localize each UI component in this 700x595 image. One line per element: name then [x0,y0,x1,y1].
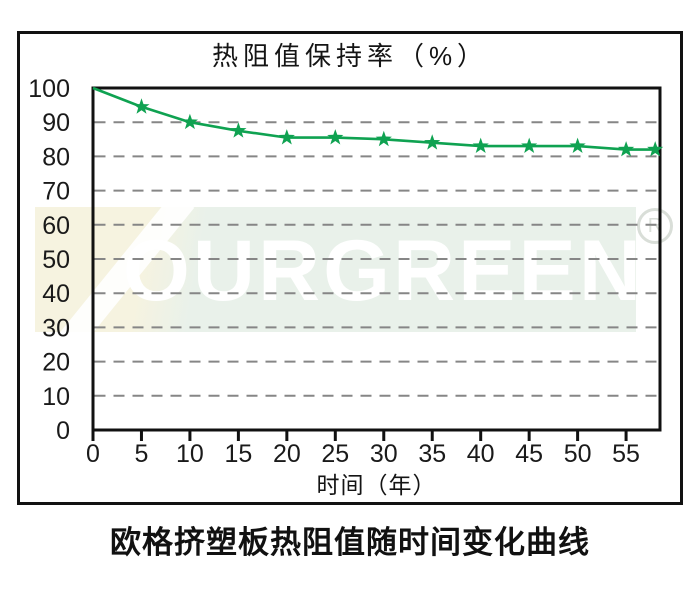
y-tick-label: 10 [42,383,70,411]
y-tick-label: 50 [42,246,70,274]
y-tick-label: 20 [42,349,70,377]
x-tick-label: 10 [176,440,204,468]
y-tick-label: 30 [42,314,70,342]
data-point-star [181,113,198,130]
x-axis-label: 时间（年） [316,472,437,498]
x-tick-label: 20 [273,440,301,468]
data-point-star [424,134,441,150]
data-point-star [472,137,489,153]
y-tick-label: 0 [56,417,70,445]
data-point-star [521,137,538,153]
x-tick-label: 30 [370,440,398,468]
y-tick-label: 40 [42,280,70,308]
x-tick-label: 15 [224,440,252,468]
watermark-text: OURGREEN [123,223,636,319]
x-tick-label: 40 [467,440,495,468]
data-point-star [230,122,247,138]
x-tick-label: 50 [564,440,592,468]
plot-border [91,86,662,432]
x-tick-label: 25 [321,440,349,468]
data-point-star [133,98,150,114]
y-tick-label: 90 [42,109,70,137]
chart-caption: 欧格挤塑板热阻值随时间变化曲线 [110,525,590,560]
x-tick-label: 0 [86,440,100,468]
y-tick-label: 100 [28,75,70,103]
data-point-star [618,141,635,157]
data-line [92,86,656,151]
x-tick-label: 35 [418,440,446,468]
data-point-star [278,129,295,145]
x-tick-label: 45 [515,440,543,468]
chart-title: 热阻值保持率（%） [211,41,489,71]
x-tick-label: 55 [612,440,640,468]
data-point-star [375,130,392,147]
y-tick-label: 70 [42,178,70,206]
x-tick-label: 5 [135,440,149,468]
y-tick-label: 60 [42,212,70,240]
data-point-star [647,141,664,157]
data-point-star [327,129,344,145]
y-tick-label: 80 [42,143,70,171]
watermark-band: OURGREEN [35,207,636,332]
data-point-star [569,137,586,153]
